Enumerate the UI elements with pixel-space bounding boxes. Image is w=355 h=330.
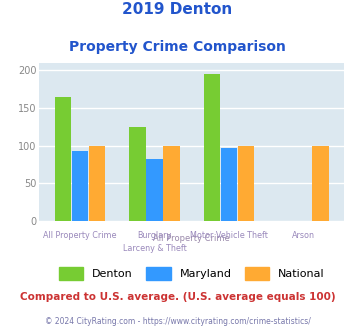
Text: 2019 Denton: 2019 Denton bbox=[122, 2, 233, 16]
Text: Compared to U.S. average. (U.S. average equals 100): Compared to U.S. average. (U.S. average … bbox=[20, 292, 335, 302]
Bar bbox=[146, 159, 163, 221]
Text: Burglary: Burglary bbox=[137, 231, 171, 240]
Bar bbox=[163, 146, 180, 221]
Text: Arson: Arson bbox=[292, 231, 315, 240]
Text: Property Crime Comparison: Property Crime Comparison bbox=[69, 40, 286, 53]
Bar bbox=[129, 127, 146, 221]
Bar bbox=[221, 148, 237, 221]
Bar bbox=[238, 146, 254, 221]
Text: All Property Crime: All Property Crime bbox=[153, 234, 230, 243]
Bar bbox=[55, 97, 71, 221]
Bar bbox=[204, 74, 220, 221]
Bar bbox=[312, 146, 329, 221]
Text: © 2024 CityRating.com - https://www.cityrating.com/crime-statistics/: © 2024 CityRating.com - https://www.city… bbox=[45, 317, 310, 326]
Text: Motor Vehicle Theft: Motor Vehicle Theft bbox=[190, 231, 268, 240]
Text: Larceny & Theft: Larceny & Theft bbox=[122, 244, 186, 253]
Bar bbox=[72, 151, 88, 221]
Legend: Denton, Maryland, National: Denton, Maryland, National bbox=[53, 261, 330, 285]
Text: All Property Crime: All Property Crime bbox=[43, 231, 117, 240]
Bar bbox=[89, 146, 105, 221]
